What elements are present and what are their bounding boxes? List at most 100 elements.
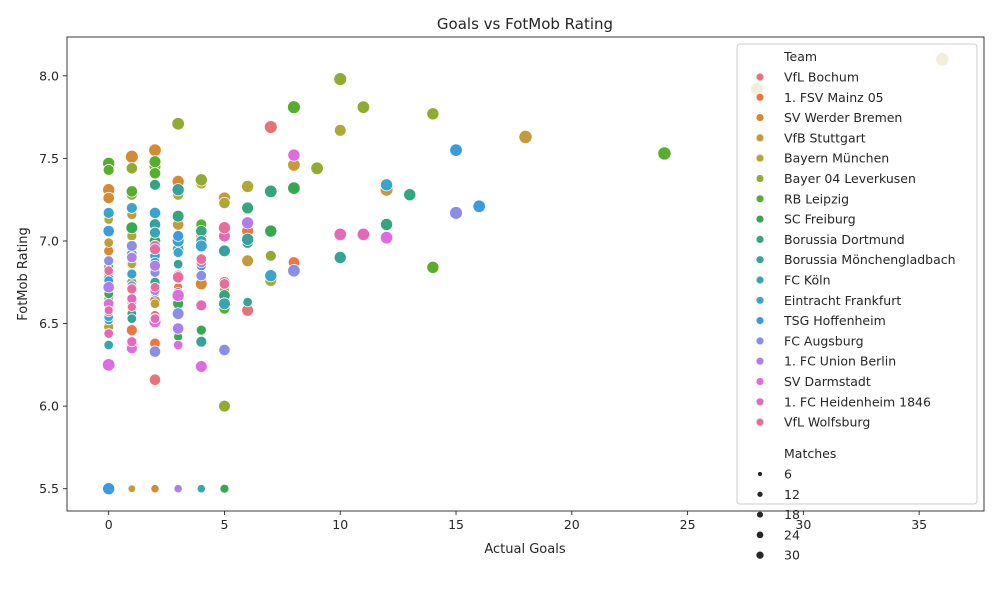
data-point — [126, 251, 138, 264]
data-point — [126, 283, 138, 295]
y-tick-label: 7.0 — [39, 233, 59, 248]
data-point — [194, 360, 208, 373]
legend-team-marker — [756, 93, 764, 101]
data-point — [125, 202, 138, 214]
data-point — [380, 217, 394, 231]
legend-team-label: Bayern München — [784, 151, 889, 166]
data-point — [241, 254, 254, 268]
data-point — [241, 201, 254, 215]
data-point — [264, 249, 277, 262]
plot-frame — [66, 36, 985, 512]
data-point — [172, 247, 184, 258]
data-point — [310, 161, 324, 175]
data-point — [472, 199, 486, 213]
data-point — [148, 206, 162, 219]
legend-size-marker — [757, 471, 763, 477]
data-point — [333, 250, 347, 264]
y-tick-label: 5.5 — [39, 481, 59, 496]
data-point — [103, 339, 114, 351]
legend-size-title: Matches — [784, 446, 836, 461]
data-point — [657, 146, 672, 161]
legend-team-label: TSG Hoffenheim — [783, 313, 886, 328]
legend-team-label: VfL Wolfsburg — [784, 415, 870, 430]
legend-team-marker — [756, 73, 764, 81]
x-tick-label: 25 — [680, 517, 696, 532]
data-point — [263, 120, 278, 134]
data-point — [103, 237, 114, 248]
data-point — [126, 302, 137, 312]
x-tick-label: 35 — [911, 517, 927, 532]
data-point — [287, 100, 301, 115]
legend-team-label: SV Werder Bremen — [784, 110, 902, 125]
data-point — [217, 221, 231, 235]
legend-team-label: 1. FSV Mainz 05 — [784, 90, 884, 105]
data-point — [149, 226, 161, 239]
data-point — [150, 484, 160, 494]
data-point — [148, 155, 162, 169]
y-tick-label: 8.0 — [39, 68, 59, 83]
data-point — [218, 244, 231, 258]
data-points — [101, 52, 950, 496]
x-axis-title: Actual Goals — [484, 542, 565, 557]
data-point — [148, 143, 162, 157]
data-point — [149, 259, 161, 272]
data-point — [102, 224, 115, 238]
data-point — [171, 183, 185, 197]
data-point — [287, 181, 301, 195]
legend-team-marker — [756, 296, 764, 304]
legend-frame — [736, 43, 978, 505]
chart-title: Goals vs FotMob Rating — [437, 15, 613, 33]
data-point — [125, 221, 139, 235]
data-point — [518, 129, 533, 144]
data-point — [426, 107, 440, 121]
data-point — [103, 255, 115, 267]
x-tick-label: 20 — [564, 517, 580, 532]
data-point — [148, 167, 162, 180]
data-point — [195, 224, 208, 238]
data-point — [171, 307, 185, 320]
y-tick-label: 6.5 — [39, 316, 59, 331]
legend-team-label: FC Augsburg — [784, 333, 864, 348]
data-point — [287, 264, 301, 278]
data-point — [148, 345, 162, 358]
data-point — [195, 269, 207, 282]
data-point — [264, 184, 278, 199]
legend-team-label: Bayer 04 Leverkusen — [784, 171, 916, 186]
legend-team-title: Team — [783, 49, 817, 64]
legend-size-label: 30 — [784, 548, 800, 563]
data-point — [264, 269, 278, 283]
data-point — [195, 324, 207, 336]
data-point — [356, 227, 371, 242]
data-point — [333, 123, 347, 137]
data-point — [171, 209, 185, 223]
legend-team-marker — [756, 256, 764, 264]
legend-size-entries: 6 12 18 24 30 — [756, 467, 800, 563]
data-point — [241, 232, 255, 246]
legend-size-label: 6 — [784, 467, 792, 482]
legend-team-marker — [756, 154, 764, 162]
legend-team-marker — [756, 215, 764, 223]
data-point — [149, 298, 161, 309]
data-point — [149, 282, 161, 293]
data-point — [426, 260, 440, 274]
legend-team-marker — [756, 195, 764, 203]
data-point — [126, 336, 138, 348]
legend-team-marker — [756, 174, 764, 183]
data-point — [171, 288, 185, 302]
data-point — [149, 178, 161, 191]
x-tick-label: 30 — [795, 517, 811, 532]
data-point — [195, 299, 208, 312]
data-point — [218, 196, 231, 210]
legend-team-marker — [756, 235, 764, 243]
data-point — [172, 271, 185, 284]
legend-team-marker — [756, 134, 764, 142]
data-point — [242, 296, 253, 308]
legend-team-marker — [756, 357, 764, 365]
data-point — [195, 253, 207, 265]
data-point — [379, 230, 394, 245]
data-point — [171, 117, 185, 131]
data-point — [356, 100, 371, 114]
data-point — [172, 339, 184, 351]
data-point — [102, 281, 115, 294]
